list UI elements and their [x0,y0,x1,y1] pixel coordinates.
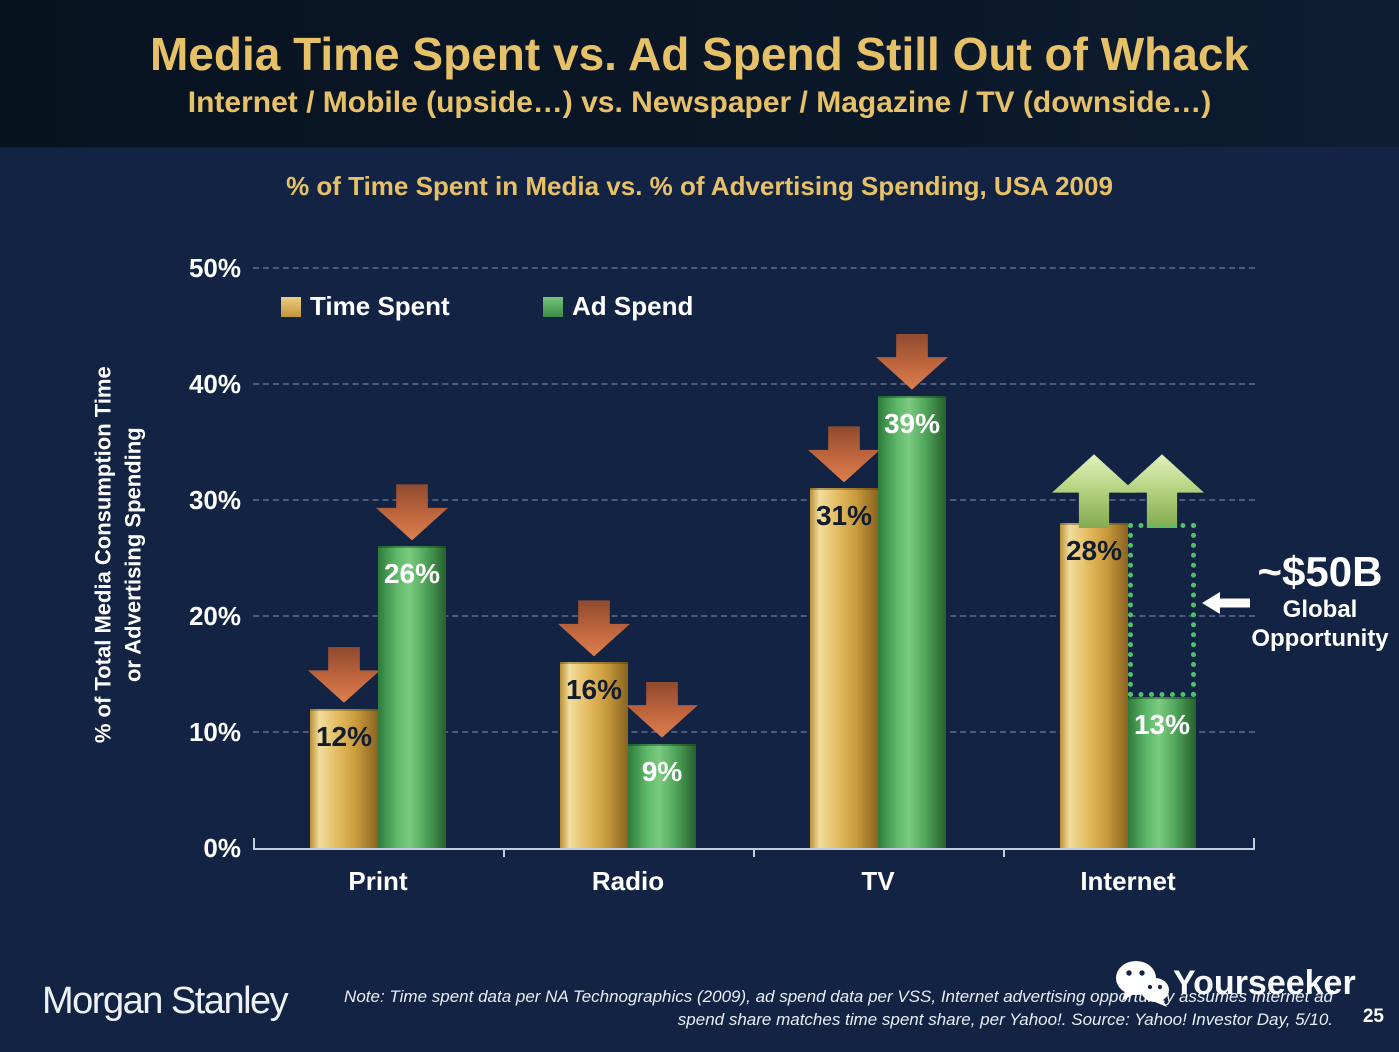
x-axis-right-cap [1253,838,1255,849]
down-arrow-icon [376,484,448,541]
wechat-icon [1116,961,1169,1007]
x-axis-group-tick [503,850,505,857]
opportunity-gap-box [1128,523,1196,698]
legend-label-ad-spend: Ad Spend [572,291,694,321]
slide-title: Media Time Spent vs. Ad Spend Still Out … [149,28,1250,80]
x-axis-category-label-radio: Radio [591,866,665,896]
bar-value-ad-spend-print: 26% [383,558,441,590]
x-axis-category-label-internet: Internet [1080,866,1176,896]
opportunity-value: ~$50B [1257,548,1383,595]
source-note: Note: Time spent data per NA Technograph… [273,985,1333,1031]
bar-time-spent-tv: 31% [810,488,878,848]
source-note-line2: spend share matches time spent share, pe… [677,1010,1333,1029]
y-axis-tick-label: 40% [188,369,241,399]
y-axis-tick-label: 10% [188,717,241,747]
x-axis-line [253,848,1255,850]
x-axis-category-label-tv: TV [861,866,895,896]
ad-spend-swatch-icon [543,296,563,317]
y-axis-label: % of Total Media Consumption Time or Adv… [88,320,147,790]
bar-ad-spend-radio: 9% [628,743,696,848]
y-axis-label-line1: % of Total Media Consumption Time [90,366,116,744]
h-gridline-10 [253,731,1255,733]
legend-label-time-spent: Time Spent [310,291,450,321]
bar-value-ad-spend-radio: 9% [641,755,683,787]
bar-time-spent-internet: 28% [1060,523,1128,848]
slide-header: Media Time Spent vs. Ad Spend Still Out … [0,0,1399,148]
h-gridline-30 [253,499,1255,501]
down-arrow-icon [626,681,698,738]
yourseeker-watermark-text: Yourseeker [1173,963,1356,1002]
x-axis-group-tick [753,850,755,857]
bar-ad-spend-tv: 39% [878,395,946,848]
yourseeker-watermark: Yourseeker [1112,958,1356,1008]
source-note-line1: Note: Time spent data per NA Technograph… [344,987,1333,1006]
left-arrow-icon [1202,592,1250,614]
legend-item-time-spent: Time Spent [281,291,450,322]
opportunity-label-line1: Global [1282,596,1358,624]
up-arrow-icon [1120,454,1204,529]
chart-title: % of Time Spent in Media vs. % of Advert… [286,171,1113,201]
y-axis-label-line2: or Advertising Spending [120,427,145,683]
bar-value-time-spent-tv: 31% [815,500,873,532]
bar-time-spent-print: 12% [310,708,378,848]
y-axis-tick-label: 50% [188,253,241,283]
x-axis-group-tick [1003,850,1005,857]
down-arrow-icon [558,600,630,657]
down-arrow-icon [808,426,880,483]
bar-ad-spend-print: 26% [378,546,446,848]
slide-subtitle: Internet / Mobile (upside…) vs. Newspape… [187,86,1212,119]
y-axis-tick-label: 0% [203,833,241,863]
h-gridline-50 [253,267,1255,269]
down-arrow-icon [308,646,380,703]
opportunity-label-line2: Opportunity [1251,625,1389,653]
bar-value-time-spent-radio: 16% [565,674,623,706]
bar-time-spent-radio: 16% [560,662,628,848]
x-axis-left-cap [253,838,255,849]
y-axis-tick-label: 30% [188,485,241,515]
h-gridline-20 [253,615,1255,617]
x-axis-category-label-print: Print [348,866,408,896]
bar-value-time-spent-internet: 28% [1065,535,1123,567]
time-spent-swatch-icon [281,296,301,317]
page-number: 25 [1362,1006,1384,1027]
h-gridline-40 [253,383,1255,385]
morgan-stanley-logo: Morgan Stanley [42,980,289,1022]
bar-value-time-spent-print: 12% [315,720,373,752]
bar-value-ad-spend-internet: 13% [1133,709,1191,741]
legend-item-ad-spend: Ad Spend [543,291,693,322]
down-arrow-icon [876,333,948,390]
bar-ad-spend-internet: 13% [1128,697,1196,848]
opportunity-annotation: ~$50B Global Opportunity [1245,548,1395,654]
bar-value-ad-spend-tv: 39% [883,407,941,439]
y-axis-tick-label: 20% [188,601,241,631]
